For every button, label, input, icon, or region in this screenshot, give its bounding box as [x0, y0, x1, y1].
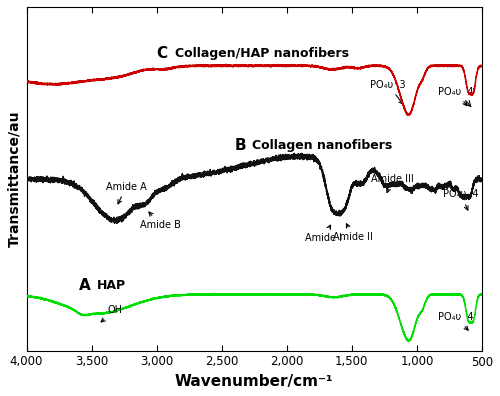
Text: PO₄υ  4: PO₄υ 4 — [438, 312, 474, 330]
Text: Collagen/HAP nanofibers: Collagen/HAP nanofibers — [175, 47, 349, 59]
Text: Amide II: Amide II — [333, 224, 373, 242]
Text: PO₄υ  4: PO₄υ 4 — [438, 87, 474, 106]
Text: Amide I: Amide I — [304, 225, 342, 243]
Text: Amide B: Amide B — [140, 212, 181, 230]
Text: PO₄υ  4: PO₄υ 4 — [444, 189, 479, 210]
Text: Amide A: Amide A — [106, 181, 146, 204]
X-axis label: Wavenumber/cm⁻¹: Wavenumber/cm⁻¹ — [175, 374, 334, 389]
Text: PO₄υ  3: PO₄υ 3 — [370, 80, 406, 104]
Text: A: A — [78, 278, 90, 293]
Text: C: C — [156, 46, 168, 61]
Text: HAP: HAP — [97, 279, 126, 292]
Y-axis label: Transmittance/au: Transmittance/au — [7, 110, 21, 247]
Text: Collagen nanofibers: Collagen nanofibers — [252, 139, 392, 152]
Text: B: B — [234, 138, 246, 153]
Text: OH: OH — [101, 305, 122, 322]
Text: Amide III: Amide III — [371, 173, 414, 192]
